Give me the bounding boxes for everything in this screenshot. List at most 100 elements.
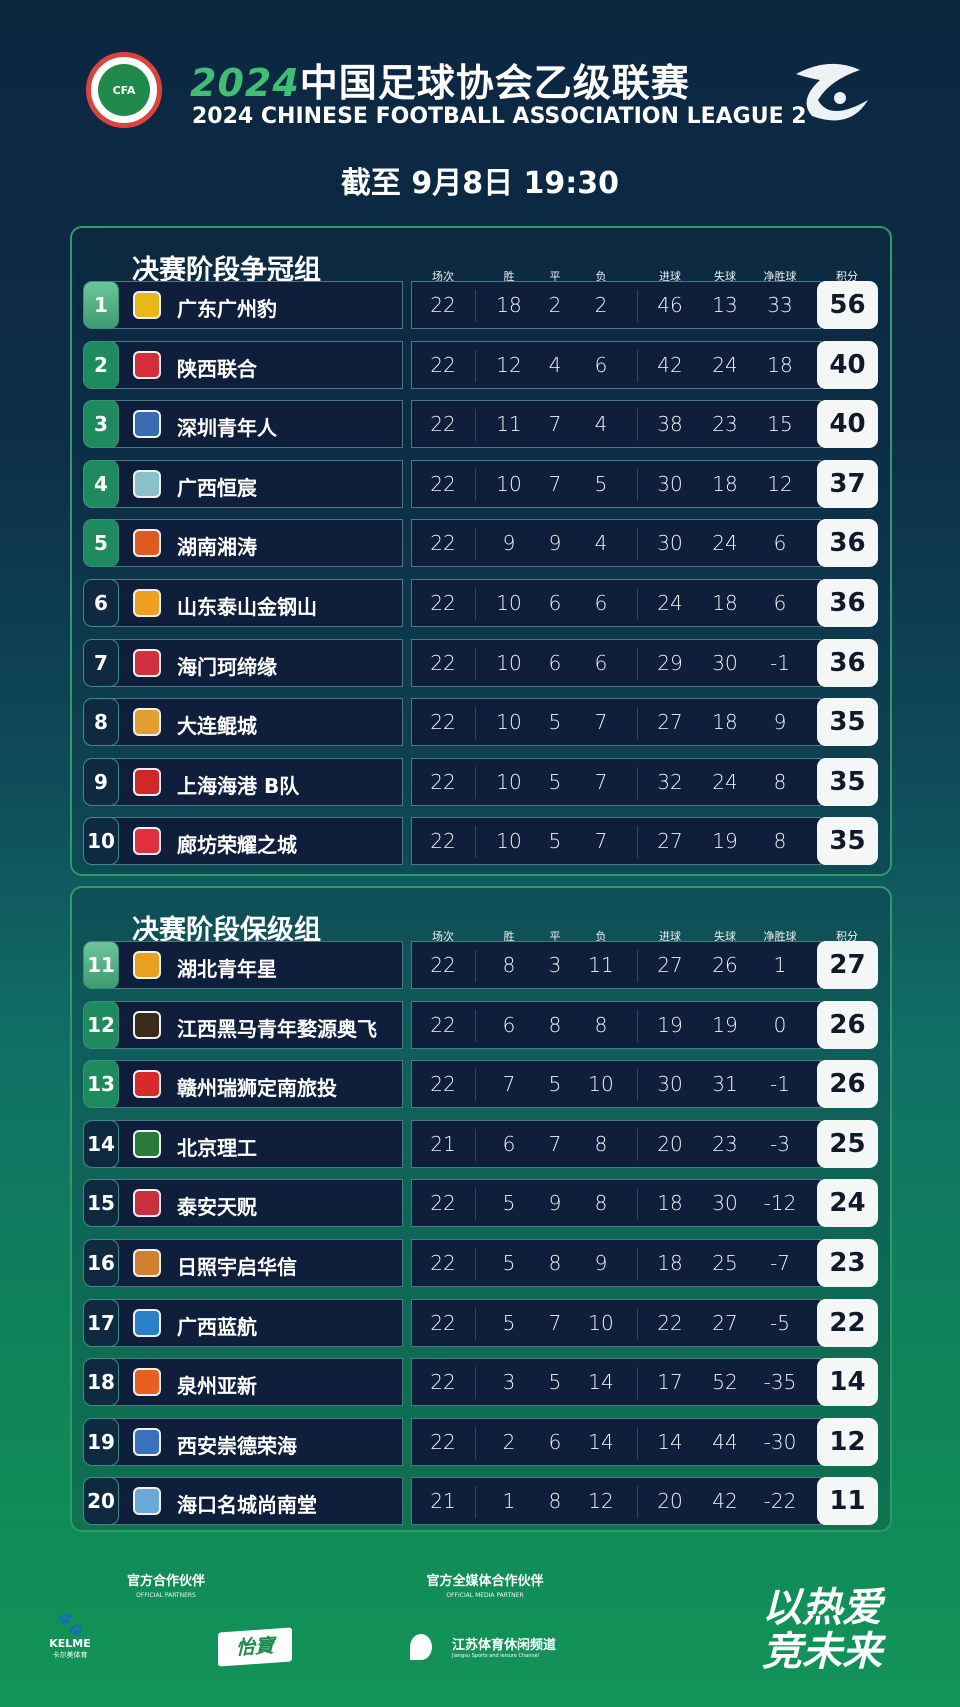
table-row[interactable]: 15 泰安天贶 22 5 9 8 18 30 -12 24 (0, 1179, 960, 1228)
stat-gf: 14 (657, 1429, 683, 1454)
stat-w: 10 (496, 471, 522, 496)
stat-ga: 13 (712, 293, 738, 317)
column-header: 积分 (836, 270, 858, 283)
stat-d: 5 (548, 1370, 562, 1395)
stats-cell (411, 1000, 821, 1049)
table-row[interactable]: 6 山东泰山金钢山 22 10 6 6 24 18 6 36 (0, 579, 960, 627)
stat-d: 2 (548, 293, 562, 317)
stat-p: 22 (430, 1310, 456, 1335)
stat-w: 5 (502, 1191, 516, 1216)
stat-ga: 30 (712, 1191, 738, 1216)
stats-cell (411, 1179, 821, 1228)
rank-badge: 9 (83, 757, 119, 806)
stat-gf: 24 (657, 591, 683, 615)
stat-d: 5 (548, 769, 562, 794)
stat-d: 9 (548, 1191, 562, 1216)
divider (637, 349, 638, 382)
media-partner-label: 官方全媒体合作伙伴 (426, 1574, 544, 1589)
table-row[interactable]: 8 大连鲲城 22 10 5 7 27 18 9 35 (0, 698, 960, 747)
team-crest-icon (133, 589, 161, 617)
stat-l: 8 (594, 1191, 608, 1216)
column-header: 场次 (432, 270, 454, 283)
stat-w: 8 (502, 953, 516, 977)
divider (475, 1486, 476, 1519)
table-row[interactable]: 11 湖北青年星 22 8 3 11 27 26 1 27 (0, 941, 960, 989)
team-name: 西安崇德荣海 (177, 1433, 297, 1458)
stat-gd: -1 (770, 650, 790, 675)
column-header: 失球 (714, 270, 736, 283)
divider (475, 468, 476, 501)
stat-ga: 19 (712, 1012, 738, 1037)
team-crest-icon (133, 469, 161, 498)
divider (475, 1188, 476, 1221)
title-cn: 2024中国足球协会乙级联赛 (190, 61, 690, 105)
points-badge: 11 (817, 1477, 878, 1526)
table-row[interactable]: 4 广西恒宸 22 10 7 5 30 18 12 37 (0, 459, 960, 508)
points-badge: 26 (817, 1060, 878, 1109)
table-row[interactable]: 14 北京理工 21 6 7 8 20 23 -3 25 (0, 1119, 960, 1168)
points-badge: 12 (817, 1417, 878, 1466)
team-crest-icon (133, 1129, 161, 1158)
rank-badge: 14 (83, 1119, 119, 1168)
stat-gf: 30 (657, 1072, 683, 1097)
stat-gd: -30 (763, 1429, 797, 1454)
team-crest-icon (133, 350, 161, 379)
stat-ga: 42 (712, 1489, 738, 1514)
table-row[interactable]: 10 廊坊荣耀之城 22 10 5 7 27 19 8 35 (0, 817, 960, 866)
table-row[interactable]: 5 湖南湘涛 22 9 9 4 30 24 6 36 (0, 519, 960, 568)
team-crest-icon (133, 648, 161, 677)
column-header: 平 (549, 930, 561, 943)
stat-gf: 18 (657, 1191, 683, 1216)
stat-w: 6 (502, 1012, 516, 1037)
rank-badge: 18 (83, 1358, 119, 1407)
stat-gd: 6 (773, 591, 787, 615)
divider (637, 1367, 638, 1400)
stat-gf: 38 (657, 412, 683, 437)
table-row[interactable]: 9 上海海港 B队 22 10 5 7 32 24 8 35 (0, 757, 960, 806)
divider (475, 528, 476, 561)
rank-badge: 7 (83, 638, 119, 687)
table-row[interactable]: 3 深圳青年人 22 11 7 4 38 23 15 40 (0, 400, 960, 449)
stat-gf: 27 (657, 829, 683, 854)
column-header: 进球 (659, 930, 681, 943)
stat-p: 22 (430, 1191, 456, 1216)
column-header: 积分 (836, 930, 858, 943)
points-badge: 26 (817, 1000, 878, 1049)
stat-p: 22 (430, 1012, 456, 1037)
team-crest-icon (133, 1308, 161, 1337)
stat-p: 22 (430, 531, 456, 556)
table-row[interactable]: 20 海口名城尚南堂 21 1 8 12 20 42 -22 11 (0, 1477, 960, 1526)
table-row[interactable]: 16 日照宇启华信 22 5 8 9 18 25 -7 23 (0, 1239, 960, 1287)
column-header: 净胜球 (763, 930, 797, 943)
stat-ga: 24 (712, 531, 738, 556)
stat-p: 22 (430, 471, 456, 496)
table-row[interactable]: 18 泉州亚新 22 3 5 14 17 52 -35 14 (0, 1358, 960, 1407)
column-header: 场次 (432, 930, 454, 943)
table-row[interactable]: 12 江西黑马青年婺源奥飞 22 6 8 8 19 19 0 26 (0, 1000, 960, 1049)
points-badge: 25 (817, 1119, 878, 1168)
table-row[interactable]: 1 广东广州豹 22 18 2 2 46 13 33 56 (0, 281, 960, 329)
table-row[interactable]: 19 西安崇德荣海 22 2 6 14 14 44 -30 12 (0, 1417, 960, 1466)
stats-cell (411, 340, 821, 389)
stat-l: 7 (594, 769, 608, 794)
stat-w: 11 (496, 412, 522, 437)
table-row[interactable]: 17 广西蓝航 22 5 7 10 22 27 -5 22 (0, 1298, 960, 1347)
cfa-logo: CFA (86, 52, 162, 128)
stat-l: 6 (594, 591, 608, 615)
table-row[interactable]: 13 赣州瑞狮定南旅投 22 7 5 10 30 31 -1 26 (0, 1060, 960, 1109)
stat-gf: 18 (657, 1251, 683, 1275)
stat-l: 9 (594, 1251, 608, 1275)
stat-l: 5 (594, 471, 608, 496)
kelme-logo: 🐾 KELME 卡尔美体育 (44, 1612, 96, 1660)
stat-p: 21 (430, 1131, 456, 1156)
stat-gf: 27 (657, 710, 683, 735)
column-header: 净胜球 (763, 270, 797, 283)
stat-d: 4 (548, 352, 562, 377)
divider (637, 826, 638, 859)
stats-cell (411, 1060, 821, 1109)
stat-d: 6 (548, 591, 562, 615)
table-row[interactable]: 7 海门珂缔缘 22 10 6 6 29 30 -1 36 (0, 638, 960, 687)
table-row[interactable]: 2 陕西联合 22 12 4 6 42 24 18 40 (0, 340, 960, 389)
rank-badge: 11 (83, 941, 119, 989)
team-name: 湖南湘涛 (177, 535, 257, 560)
